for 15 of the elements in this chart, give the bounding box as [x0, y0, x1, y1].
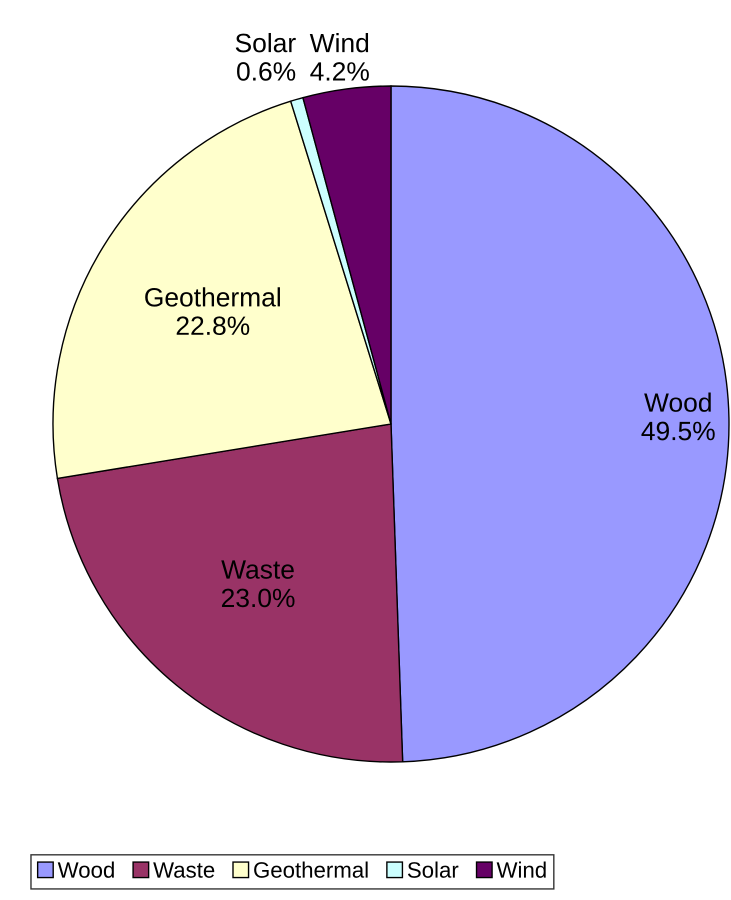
- data-label: 4.2%: [310, 62, 369, 81]
- legend-label: Wind: [496, 862, 546, 878]
- data-label: 49.5%: [641, 422, 715, 440]
- slice-label: Wind: [310, 32, 368, 52]
- slice-label: Solar: [236, 32, 296, 52]
- legend-label: Geothermal: [254, 862, 368, 878]
- data-label: 22.8%: [176, 316, 250, 336]
- slice-label: Waste: [221, 560, 294, 579]
- data-label: 23.0%: [222, 588, 295, 608]
- slice-label: Geothermal: [145, 287, 280, 307]
- legend-label: Waste: [153, 862, 214, 878]
- data-label: 0.6%: [237, 62, 296, 81]
- slice-label: Wood: [644, 392, 711, 412]
- legend-label: Wood: [58, 862, 114, 878]
- legend-label: Solar: [408, 862, 458, 878]
